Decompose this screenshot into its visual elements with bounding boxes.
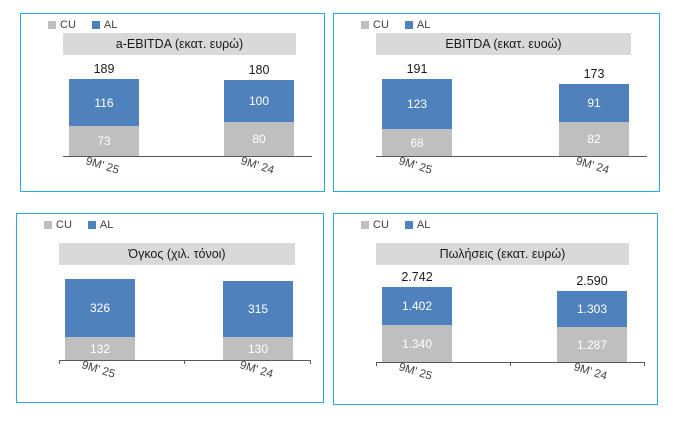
- legend-label-al: AL: [103, 19, 118, 31]
- axis-tick: [310, 360, 311, 364]
- bar-segment-al: 100: [224, 80, 294, 122]
- bar-segment-cu: 130: [223, 337, 293, 360]
- chart-panel-a-ebitda: CU AL a-EBITDA (εκατ. ευρώ) 189 116 73 9M' …: [20, 13, 325, 192]
- bar-segment-al: 1.303: [557, 291, 627, 327]
- legend-label-al: AL: [416, 219, 431, 231]
- chart-legend: CU AL: [48, 19, 117, 31]
- x-axis-label: 9M' 24: [238, 359, 275, 381]
- total-data-label: 173: [583, 67, 605, 81]
- legend-label-cu: CU: [56, 219, 72, 231]
- bar-segment-al: 91: [559, 84, 629, 122]
- chart-legend: CU AL: [361, 219, 430, 231]
- total-data-label: 2.590: [576, 274, 608, 288]
- plot-area: 189 116 73 9M' 25 180 100 80 9M' 24: [63, 62, 312, 177]
- plot-area: 2.742 1.402 1.340 9M' 25 2.590 1.303 1.287 9M' …: [376, 270, 645, 383]
- legend-swatch-cu: [361, 221, 369, 229]
- bar-segment-al: 116: [69, 79, 139, 127]
- bar-group: 191 123 68 9M' 25: [382, 62, 452, 177]
- chart-title: a-EBITDA (εκατ. ευρώ): [63, 33, 296, 55]
- bar-segment-al: 326: [65, 279, 135, 337]
- bar-segment-cu: 68: [382, 129, 452, 156]
- x-axis-label: 9M' 24: [239, 155, 276, 177]
- legend-swatch-cu: [361, 21, 369, 29]
- legend-label-al: AL: [99, 219, 114, 231]
- chart-title-text: a-EBITDA (εκατ. ευρώ): [115, 37, 244, 51]
- bar-segment-cu: 73: [69, 126, 139, 156]
- legend-swatch-al: [404, 21, 413, 29]
- bar-group: 2.742 1.402 1.340 9M' 25: [382, 270, 452, 383]
- bar-group: 315 130 9M' 24: [223, 270, 293, 381]
- x-axis-label: 9M' 25: [397, 361, 434, 383]
- chart-legend: CU AL: [44, 219, 113, 231]
- bar-segment-cu: 1.340: [382, 325, 452, 362]
- bar-segment-cu: 1.287: [557, 327, 627, 362]
- legend-swatch-cu: [48, 21, 56, 29]
- bar-segment-cu: 132: [65, 337, 135, 360]
- bar-segment-al: 1.402: [382, 287, 452, 325]
- chart-panel-ebitda: CU AL EBITDA (εκατ. ευοώ) 191 123 68 9M' 25…: [333, 13, 660, 192]
- x-axis-label: 9M' 25: [84, 155, 121, 177]
- bar-group: 326 132 9M' 25: [65, 270, 135, 381]
- bar-group: 189 116 73 9M' 25: [69, 62, 139, 177]
- x-axis-label: 9M' 25: [397, 155, 434, 177]
- bar-group: 173 91 82 9M' 24: [559, 62, 629, 177]
- bar-segment-al: 123: [382, 79, 452, 130]
- x-axis-label: 9M' 25: [80, 359, 117, 381]
- axis-tick: [376, 362, 377, 366]
- bar-segment-cu: 82: [559, 122, 629, 156]
- chart-panel-volume: CU AL Όγκος (χιλ. τόνοι) 326 132 9M' 25 315…: [16, 213, 324, 403]
- bar-segment-al: 315: [223, 281, 293, 337]
- chart-title: Πωλήσεις (εκατ. ευρώ): [376, 243, 629, 265]
- bar-group: 2.590 1.303 1.287 9M' 24: [557, 270, 627, 383]
- total-data-label: 2.742: [401, 270, 433, 284]
- legend-label-al: AL: [416, 19, 431, 31]
- total-data-label: 180: [248, 63, 270, 77]
- bar-group: 180 100 80 9M' 24: [224, 62, 294, 177]
- legend-label-cu: CU: [373, 219, 389, 231]
- axis-tick: [59, 360, 60, 364]
- legend-swatch-al: [91, 21, 100, 29]
- plot-area: 191 123 68 9M' 25 173 91 82 9M' 24: [376, 62, 647, 177]
- legend-swatch-cu: [44, 221, 52, 229]
- x-axis-label: 9M' 24: [572, 361, 609, 383]
- chart-title-text: EBITDA (εκατ. ευοώ): [445, 37, 562, 51]
- x-axis-label: 9M' 24: [574, 155, 611, 177]
- chart-panel-sales: CU AL Πωλήσεις (εκατ. ευρώ) 2.742 1.402 1.…: [333, 213, 658, 405]
- plot-area: 326 132 9M' 25 315 130 9M' 24: [59, 270, 311, 381]
- total-data-label: 189: [93, 62, 115, 76]
- chart-title-text: Όγκος (χιλ. τόνοι): [128, 247, 226, 261]
- total-data-label: 191: [406, 62, 428, 76]
- bar-segment-cu: 80: [224, 122, 294, 156]
- axis-tick: [509, 362, 511, 366]
- axis-tick: [184, 360, 185, 364]
- legend-label-cu: CU: [373, 19, 389, 31]
- chart-title-text: Πωλήσεις (εκατ. ευρώ): [439, 247, 566, 261]
- legend-swatch-al: [87, 221, 96, 229]
- legend-label-cu: CU: [60, 19, 76, 31]
- chart-legend: CU AL: [361, 19, 430, 31]
- legend-swatch-al: [404, 221, 413, 229]
- chart-title: Όγκος (χιλ. τόνοι): [59, 243, 295, 265]
- axis-tick: [644, 362, 645, 366]
- chart-title: EBITDA (εκατ. ευοώ): [376, 33, 631, 55]
